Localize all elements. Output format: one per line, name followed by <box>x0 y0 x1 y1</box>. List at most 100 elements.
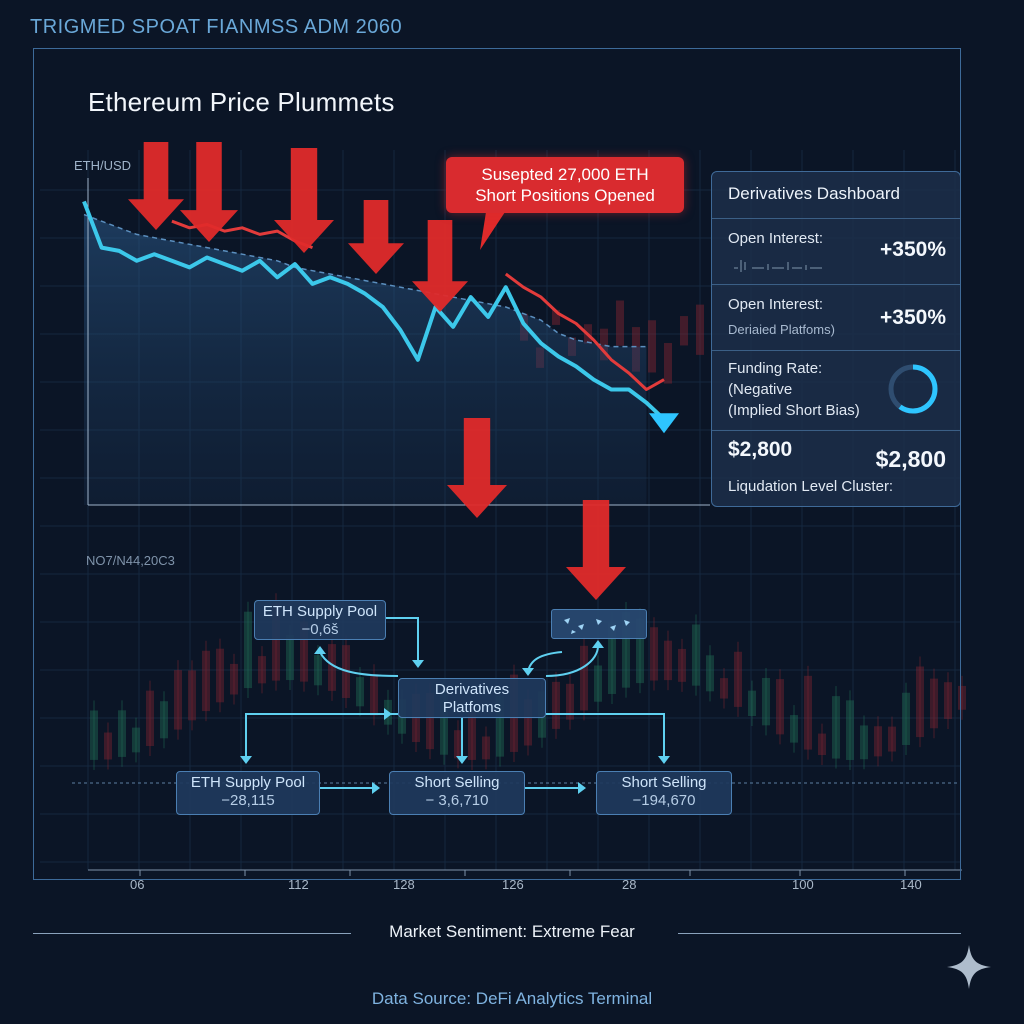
down-arrow <box>348 200 404 274</box>
trend-dashed-line <box>83 213 647 348</box>
connector-arrowhead <box>592 640 604 648</box>
candle-body <box>664 640 672 681</box>
derivatives-dashboard: Derivatives Dashboard Open Interest: +35… <box>711 171 961 507</box>
down-arrow <box>566 500 626 600</box>
node-title: Short Selling <box>621 774 707 791</box>
price-arrowhead <box>649 413 679 434</box>
candle-body <box>356 677 364 707</box>
down-arrow <box>180 142 238 242</box>
funding-rate-label: Funding Rate: (Negative (Implied Short B… <box>728 360 860 419</box>
candle-body <box>680 316 688 346</box>
x-tick-label: 112 <box>288 877 309 892</box>
candle-body <box>888 726 896 752</box>
candle-body <box>832 696 840 759</box>
candle-body <box>482 736 490 760</box>
flow-node-icons <box>551 609 647 639</box>
funding-rate-gauge <box>888 364 938 414</box>
flow-node-derivatives-platforms: Derivatives Platfoms <box>398 678 546 718</box>
connector-arrowhead <box>456 756 468 764</box>
chart-area-fill <box>84 214 647 505</box>
candle-body <box>188 670 196 721</box>
date-label: NO7/N44,20C3 <box>86 553 175 568</box>
candle-body <box>696 304 704 355</box>
candle-body <box>524 699 532 746</box>
liquidation-price-right: $2,800 <box>875 446 946 472</box>
dashboard-divider <box>712 350 960 351</box>
connector-arrowhead <box>240 756 252 764</box>
candle-body <box>146 690 154 747</box>
candle-body <box>314 655 322 686</box>
y-axis-label: ETH/USD <box>74 158 132 173</box>
x-tick-label: 06 <box>130 877 145 892</box>
liquidation-price-left: $2,800 <box>728 438 793 461</box>
candle-body <box>874 726 882 757</box>
top-title: TRIGMED SPOAT FIANMSS ADM 2060 <box>30 16 403 38</box>
open-interest-value-2: +350% <box>880 306 946 329</box>
connector-arrowhead <box>522 668 534 676</box>
down-arrow <box>447 418 507 518</box>
candle-body <box>648 320 656 373</box>
price-line <box>82 200 666 421</box>
candle-body <box>468 712 476 760</box>
candle-body <box>860 725 868 760</box>
callout-tail <box>480 212 505 250</box>
node-value: −28,115 <box>221 792 275 809</box>
candle-body <box>944 682 952 719</box>
node-title: Short Selling <box>414 774 500 791</box>
candle-body <box>650 627 658 681</box>
candle-body <box>552 309 560 325</box>
candle-body <box>132 727 140 753</box>
chart-title: Ethereum Price Plummets <box>88 87 395 117</box>
red-down-arrows <box>128 142 626 600</box>
candle-body <box>678 648 686 682</box>
connector-platforms-to-icons <box>545 645 599 677</box>
x-tick-label: 126 <box>502 877 524 892</box>
connector-platforms-to-pool <box>319 651 399 677</box>
candle-body <box>118 710 126 757</box>
sentiment-rule-right <box>678 933 961 934</box>
candle-body <box>244 611 252 689</box>
candle-body <box>720 678 728 699</box>
node-value: Platfoms <box>442 699 502 716</box>
scatter-marks-icon <box>564 618 630 634</box>
liquidation-cluster-label: Liqudation Level Cluster: <box>728 478 894 495</box>
candle-body <box>846 700 854 760</box>
candle-body <box>230 663 238 695</box>
callout-text: Susepted 27,000 ETH Short Positions Open… <box>475 165 655 205</box>
candle-body <box>552 681 560 729</box>
candle-body <box>104 732 112 760</box>
candle-body <box>608 622 616 694</box>
candle-body <box>202 650 210 712</box>
candle-body <box>496 695 504 757</box>
x-tick-label: 100 <box>792 877 814 892</box>
candle-body <box>454 730 462 759</box>
candle-body <box>692 624 700 686</box>
flow-node-eth-supply-pool-bottom: ETH Supply Pool −28,115 <box>176 771 320 815</box>
candle-body <box>286 634 294 681</box>
node-value: −194,670 <box>632 792 696 809</box>
candle-body <box>734 651 742 707</box>
x-tick-label: 28 <box>622 877 637 892</box>
dashboard-title: Derivatives Dashboard <box>728 184 900 203</box>
short-positions-callout: Susepted 27,000 ETH Short Positions Open… <box>446 157 684 213</box>
candle-body <box>616 300 624 346</box>
down-arrow <box>128 142 184 230</box>
market-sentiment: Market Sentiment: Extreme Fear <box>389 922 635 941</box>
connector-arrowhead <box>578 782 586 794</box>
connector-platforms-to-short-right <box>546 713 665 758</box>
chart-lines <box>82 200 679 434</box>
candle-body <box>272 603 280 681</box>
flow-node-short-selling-middle: Short Selling − 3,6,710 <box>389 771 525 815</box>
candle-body <box>804 675 812 750</box>
candle-body <box>622 612 630 688</box>
flow-connectors <box>240 617 670 794</box>
candle-body <box>174 670 182 730</box>
sparkle-icon <box>947 945 991 989</box>
candle-body <box>916 666 924 738</box>
down-arrow <box>412 220 468 312</box>
connector-arrowhead <box>314 646 326 654</box>
node-title: Derivatives <box>434 681 510 698</box>
candle-body <box>958 685 966 710</box>
candle-body <box>258 656 266 684</box>
